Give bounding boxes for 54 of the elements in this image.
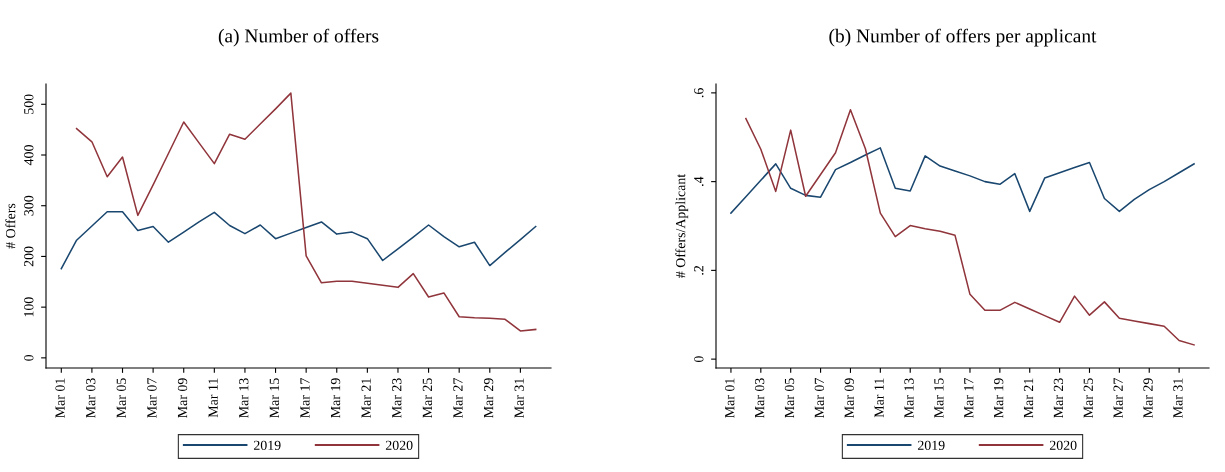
legend-label: 2020	[385, 440, 413, 450]
x-tick-label: Mar 15	[269, 378, 280, 418]
y-tick-label: .2	[694, 265, 704, 275]
x-tick-label: Mar 19	[993, 378, 1004, 418]
legend-label: 2019	[253, 440, 281, 450]
x-tick-label: Mar 21	[361, 378, 371, 418]
x-tick-label: Mar 19	[330, 378, 341, 418]
chart-title: (a) Number of offers	[218, 28, 379, 47]
x-tick-label: Mar 27	[453, 378, 463, 418]
x-tick-label: Mar 17	[300, 378, 310, 418]
y-tick-label: .4	[694, 176, 704, 186]
y-tick-label: 0	[694, 356, 704, 363]
x-tick-label: Mar 05	[784, 378, 795, 418]
x-tick-label: Mar 25	[422, 378, 433, 418]
legend-label: 2020	[1049, 440, 1077, 450]
x-tick-label: Mar 17	[964, 378, 974, 418]
y-axis-title: # Offers	[5, 203, 16, 249]
x-tick-label: Mar 31	[514, 378, 524, 418]
x-tick-label: Mar 13	[239, 378, 249, 418]
x-tick-label: Mar 01	[55, 378, 65, 418]
x-tick-label: Mar 21	[1023, 378, 1034, 418]
x-tick-label: Mar 31	[1173, 378, 1183, 418]
x-tick-label: Mar 07	[814, 378, 825, 418]
x-tick-label: Mar 15	[934, 378, 944, 418]
line-series	[60, 211, 537, 270]
x-tick-label: Mar 07	[147, 378, 157, 418]
x-tick-label: Mar 05	[116, 378, 126, 418]
x-tick-label: Mar 23	[392, 378, 402, 418]
x-tick-label: Mar 09	[177, 378, 188, 418]
x-tick-label: Mar 11	[208, 378, 218, 418]
line-series	[75, 92, 537, 332]
y-tick-label: 300	[24, 195, 34, 216]
y-axis-title: # Offers/Applicant	[675, 173, 689, 278]
x-tick-label: Mar 29	[483, 378, 494, 418]
x-tick-label: Mar 03	[754, 378, 765, 418]
y-tick-label: 400	[24, 145, 34, 166]
x-tick-label: Mar 27	[1113, 378, 1123, 418]
chart-title: (b) Number of offers per applicant	[829, 28, 1097, 47]
legend-label: 2019	[917, 440, 945, 450]
y-tick-label: 500	[24, 94, 34, 114]
x-tick-label: Mar 29	[1143, 378, 1153, 418]
x-tick-label: Mar 25	[1083, 378, 1093, 418]
y-tick-label: .6	[694, 88, 704, 98]
x-tick-label: Mar 11	[874, 378, 884, 418]
x-tick-label: Mar 09	[844, 378, 854, 418]
y-tick-label: 0	[24, 354, 34, 361]
x-tick-label: Mar 01	[725, 378, 735, 418]
x-tick-label: Mar 23	[1053, 378, 1064, 418]
line-series	[745, 108, 1195, 346]
x-tick-label: Mar 13	[904, 378, 914, 418]
line-series	[730, 147, 1195, 214]
y-tick-label: 100	[24, 297, 34, 317]
x-tick-label: Mar 03	[86, 378, 96, 418]
y-tick-label: 200	[24, 246, 34, 267]
